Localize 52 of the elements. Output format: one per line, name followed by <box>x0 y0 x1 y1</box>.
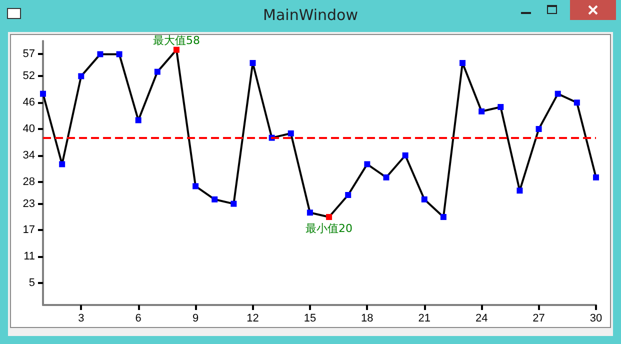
point <box>40 90 46 97</box>
x-tick-label: 21 <box>418 312 431 324</box>
point <box>574 100 580 106</box>
point <box>212 196 218 202</box>
y-tick-label: 17 <box>22 224 35 236</box>
point <box>516 188 523 194</box>
x-tick-label: 12 <box>246 312 259 324</box>
point <box>135 117 142 124</box>
point <box>250 60 256 66</box>
point <box>536 126 542 132</box>
point <box>478 108 485 114</box>
y-tick-label: 28 <box>22 176 35 188</box>
y-tick-label: 34 <box>22 149 35 162</box>
y-tick-label: 57 <box>22 48 35 60</box>
y-tick-label: 5 <box>28 277 35 289</box>
x-tick-label: 6 <box>135 312 142 324</box>
x-tick-label: 15 <box>304 312 316 324</box>
y-tick-label: 40 <box>22 123 35 135</box>
y-tick-label: 46 <box>22 96 35 109</box>
point <box>554 90 561 97</box>
annotation: 最小值20 <box>306 222 353 235</box>
point <box>192 183 199 190</box>
x-tick-label: 9 <box>192 312 199 324</box>
x-tick-label: 3 <box>78 312 84 324</box>
point <box>306 210 313 216</box>
y-tick-label: 52 <box>22 70 35 82</box>
point <box>498 104 504 110</box>
x-tick-label: 18 <box>361 312 374 324</box>
point <box>364 161 370 168</box>
point <box>59 161 66 168</box>
point <box>383 174 390 180</box>
point <box>230 200 237 207</box>
point <box>593 174 599 180</box>
y-tick-label: 11 <box>24 250 35 263</box>
point <box>326 214 332 220</box>
point <box>97 51 104 58</box>
x-tick-label: 27 <box>532 312 545 324</box>
point <box>345 192 352 198</box>
x-tick-label: 30 <box>590 312 602 324</box>
y-tick-label: 23 <box>22 198 35 210</box>
point <box>116 51 122 58</box>
point <box>78 73 84 80</box>
point <box>402 152 408 158</box>
point <box>173 46 180 53</box>
point <box>460 60 466 66</box>
annotation: 最大值58 <box>152 34 200 47</box>
point <box>154 68 160 75</box>
point <box>288 130 294 136</box>
point <box>440 214 446 220</box>
x-tick-label: 24 <box>475 312 488 324</box>
chart-title: MainWindow <box>262 6 359 24</box>
point <box>421 196 428 202</box>
